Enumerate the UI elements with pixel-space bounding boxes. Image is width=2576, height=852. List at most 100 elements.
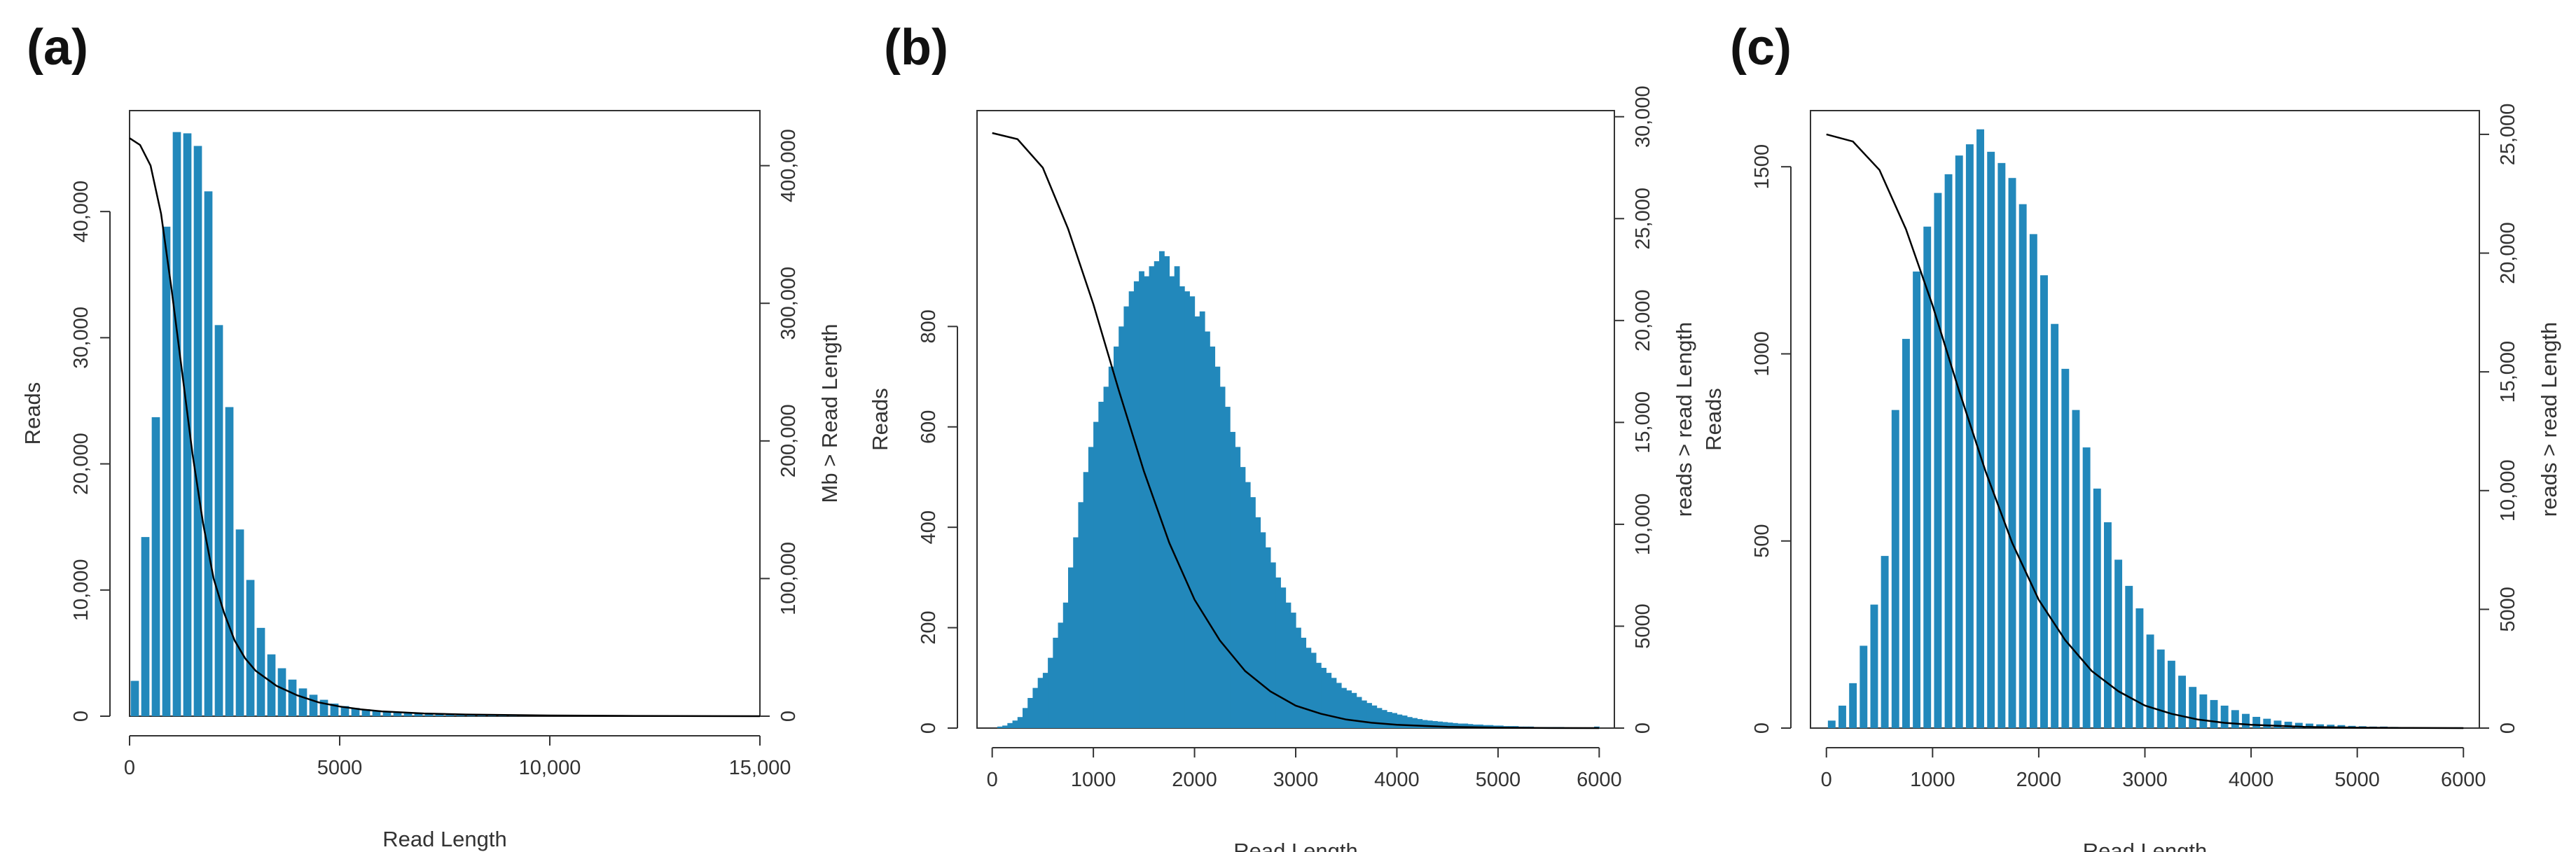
histogram-bar <box>1427 720 1433 728</box>
panel-a: (a) 0 5000 10,000 15,000 Read Length 0 10,000 20… <box>20 20 842 851</box>
y2-tick-label: 25,000 <box>1632 188 1654 250</box>
histogram-bar <box>1934 193 1942 729</box>
histogram-bar <box>1462 723 1469 728</box>
y-tick-label: 30,000 <box>70 307 92 369</box>
histogram-bar <box>2135 608 2144 728</box>
histogram-bar <box>1048 657 1053 728</box>
y2-tick-label: 10,000 <box>2497 459 2519 522</box>
y2-tick-label: 400,000 <box>777 129 800 202</box>
y-tick-label: 600 <box>917 410 940 444</box>
histogram-bar <box>2284 721 2292 728</box>
histogram-bar <box>2082 447 2091 728</box>
histogram-bar <box>1144 276 1150 728</box>
histogram-bar <box>1290 613 1296 728</box>
histogram-bar <box>1007 722 1013 728</box>
x-tick-label: 0 <box>1821 769 1832 791</box>
histogram-bar <box>2072 410 2080 728</box>
histogram-bar <box>1913 271 1921 729</box>
histogram-bar <box>1891 410 1899 728</box>
histogram-bar <box>1189 296 1196 728</box>
histogram-bar <box>2273 720 2282 728</box>
histogram-bar <box>1199 311 1205 729</box>
histogram-bar <box>1371 705 1378 728</box>
y2-tick-label: 5000 <box>1632 603 1654 649</box>
histogram-bar <box>1083 472 1089 728</box>
histogram-bar <box>1336 683 1342 728</box>
histogram-bar <box>2156 649 2165 728</box>
plot-frame <box>129 110 761 717</box>
histogram-bar <box>1376 708 1383 728</box>
histogram-bar <box>1270 562 1276 728</box>
histogram-bar <box>1955 155 1963 728</box>
histogram-bar <box>319 699 328 716</box>
histogram-bar <box>1032 687 1039 728</box>
histogram-bar <box>1108 366 1114 728</box>
histogram-bar <box>435 713 444 716</box>
histogram-bar <box>1062 602 1069 728</box>
x-tick-label: 6000 <box>2441 769 2486 791</box>
histogram-bar <box>172 132 181 716</box>
histogram-bar <box>1987 151 1995 729</box>
histogram-bar <box>2316 724 2325 728</box>
histogram-bar <box>1296 627 1301 728</box>
histogram-bar <box>1860 645 1868 728</box>
histogram-bar <box>2051 323 2059 728</box>
histogram-bar <box>183 133 192 716</box>
histogram-bar <box>2178 676 2187 728</box>
histogram-bar <box>1214 366 1221 728</box>
y-tick-label: 20,000 <box>70 433 92 495</box>
histogram-bar <box>2231 710 2239 728</box>
histogram-bar <box>2008 178 2016 729</box>
panel-label: (c) <box>1730 20 1792 76</box>
histogram-bar <box>1017 717 1023 728</box>
histogram-bar <box>1406 717 1413 728</box>
histogram-bar <box>1250 497 1256 728</box>
histogram-bar <box>382 711 392 716</box>
histogram-bar <box>1205 331 1210 728</box>
histogram-bar <box>1412 718 1418 728</box>
histogram-bar <box>1154 261 1160 728</box>
cumulative-curve <box>1826 133 2464 729</box>
histogram-bar <box>1068 567 1074 728</box>
histogram-bar <box>1023 708 1028 728</box>
histogram-bar <box>1037 678 1044 728</box>
histogram-bar <box>130 680 139 716</box>
histogram-bar <box>1245 482 1251 728</box>
y-axis-label: Reads <box>20 382 45 445</box>
histogram-bar <box>2263 718 2271 728</box>
histogram-bar <box>1346 690 1352 728</box>
histogram-bar <box>1128 291 1135 728</box>
histogram-bar <box>1361 700 1367 728</box>
x-axis-label: Read Length <box>2083 839 2208 852</box>
histogram-bar <box>1457 723 1463 728</box>
histogram-bar <box>1159 251 1165 728</box>
histogram-bar <box>1042 673 1048 728</box>
y-tick-label: 400 <box>917 510 940 544</box>
histogram-bar <box>246 580 255 717</box>
histogram-bar <box>1838 705 1846 728</box>
y2-axis-label: Mb > Read Length <box>817 324 842 503</box>
histogram-bar <box>1260 532 1266 728</box>
histogram-bar <box>1210 347 1216 728</box>
histogram-bar <box>1073 537 1079 728</box>
histogram-bar <box>1331 678 1337 728</box>
y-axis-label: Reads <box>1701 388 1726 451</box>
histogram-bar <box>1437 721 1443 728</box>
histogram-bar <box>2018 204 2027 728</box>
histogram-bar <box>372 710 381 716</box>
x-tick-label: 15,000 <box>729 757 791 779</box>
y-tick-label: 0 <box>70 711 92 722</box>
histogram-bar <box>1366 703 1372 728</box>
histogram-bar <box>1174 266 1180 728</box>
histogram-bar <box>193 146 202 716</box>
histogram-bar <box>2146 634 2154 728</box>
x-tick-label: 4000 <box>1374 769 1420 791</box>
histogram-bar <box>1306 648 1312 728</box>
histogram-bar <box>1078 502 1084 728</box>
histogram-bar <box>1235 447 1241 728</box>
histogram-bar <box>1483 725 1489 728</box>
cumulative-curve <box>129 137 761 718</box>
histogram-bar <box>1169 276 1175 728</box>
histogram-bar <box>1224 407 1231 728</box>
